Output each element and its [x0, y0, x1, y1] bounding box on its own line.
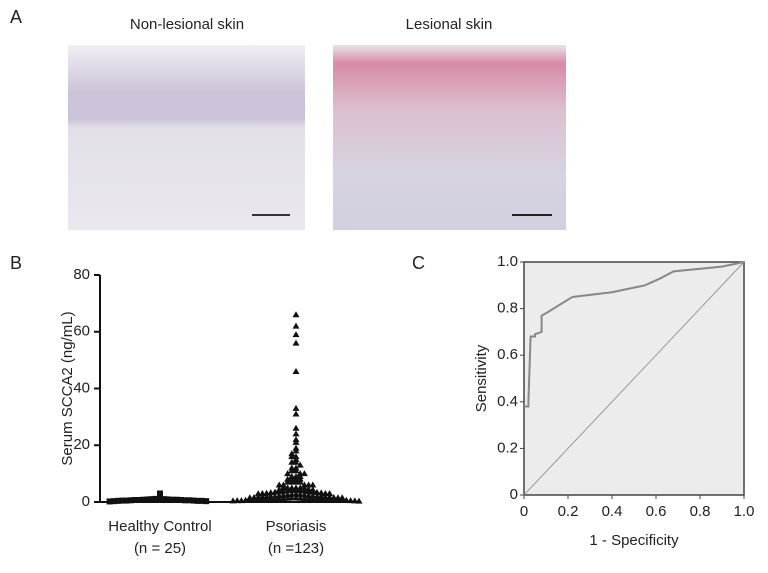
point: [267, 489, 275, 496]
y-tick-label: 60: [73, 323, 90, 340]
point: [203, 498, 210, 505]
y-axis-label: Sensitivity: [473, 344, 490, 412]
point: [119, 497, 126, 504]
point: [292, 430, 300, 437]
y-axis-label: Serum SCCA2 (ng/mL): [59, 311, 76, 465]
point: [157, 490, 163, 497]
point: [106, 498, 113, 505]
point: [144, 496, 151, 503]
point: [161, 496, 168, 503]
point: [275, 492, 283, 499]
point: [110, 498, 117, 505]
point: [131, 497, 138, 504]
point: [194, 497, 201, 504]
point: [292, 331, 300, 338]
point: [305, 488, 313, 495]
y-tick-label: 20: [73, 436, 90, 453]
reference-line: [523, 261, 745, 496]
point: [284, 487, 292, 494]
y-tick-label: 0.6: [497, 346, 518, 363]
point: [300, 487, 308, 494]
x-tick-label: 0.4: [602, 503, 623, 520]
point: [152, 495, 159, 502]
point: [288, 458, 296, 465]
y-tick-label: 0.8: [497, 300, 518, 317]
roc-curve: [524, 261, 745, 408]
x-tick-label: Healthy Control: [108, 518, 211, 535]
point: [229, 497, 237, 504]
x-tick-count: (n = 25): [134, 540, 186, 557]
point: [284, 478, 292, 485]
point: [355, 497, 363, 504]
point: [275, 481, 283, 488]
y-tick-label: 0: [510, 486, 518, 503]
y-tick-label: 0: [82, 493, 90, 510]
point: [254, 490, 262, 497]
panel-label: A: [10, 7, 22, 27]
x-axis-label: 1 - Specificity: [589, 532, 679, 549]
point: [136, 497, 142, 504]
histology-image: [68, 45, 305, 230]
point: [165, 496, 172, 503]
histology-image: [333, 45, 566, 230]
point: [178, 497, 184, 504]
point: [140, 496, 147, 503]
point: [288, 453, 296, 460]
point: [313, 488, 321, 495]
point: [148, 496, 155, 503]
panel-label: C: [412, 253, 425, 273]
point: [115, 497, 121, 504]
point: [292, 339, 300, 346]
x-tick-label: 0.8: [690, 503, 711, 520]
x-tick-label: Psoriasis: [266, 518, 327, 535]
x-tick-label: 0: [520, 503, 528, 520]
point: [292, 438, 300, 445]
point: [300, 484, 308, 491]
point: [292, 447, 300, 454]
panel-label: B: [10, 253, 22, 273]
x-tick-count: (n =123): [268, 540, 324, 557]
y-tick-label: 40: [73, 379, 90, 396]
point: [127, 497, 134, 504]
y-tick-label: 1.0: [497, 253, 518, 270]
point: [292, 322, 300, 329]
point: [292, 367, 300, 374]
point: [284, 470, 292, 477]
x-tick-label: 0.2: [558, 503, 579, 520]
point: [173, 496, 180, 503]
point: [326, 489, 334, 496]
point: [157, 495, 163, 502]
point: [292, 410, 300, 417]
y-tick-label: 80: [73, 266, 90, 283]
point: [190, 497, 197, 504]
point: [186, 497, 193, 504]
point: [296, 478, 304, 485]
point: [300, 491, 308, 498]
point: [123, 497, 130, 504]
point: [279, 491, 287, 498]
point: [279, 484, 287, 491]
point: [279, 487, 287, 494]
y-tick-label: 0.2: [497, 439, 518, 456]
point: [292, 404, 300, 411]
point: [271, 488, 279, 495]
x-tick-label: 1.0: [734, 503, 755, 520]
point: [199, 497, 205, 504]
point: [309, 481, 317, 488]
y-tick-label: 0.4: [497, 393, 518, 410]
point: [300, 470, 308, 477]
point: [288, 467, 296, 474]
point: [169, 496, 176, 503]
point: [317, 489, 325, 496]
x-tick-label: 0.6: [646, 503, 667, 520]
point: [296, 461, 304, 468]
image-title: Lesional skin: [406, 16, 493, 33]
point: [292, 311, 300, 318]
point: [292, 424, 300, 431]
point: [305, 491, 313, 498]
point: [182, 497, 189, 504]
point: [288, 490, 296, 497]
image-title: Non-lesional skin: [130, 16, 244, 33]
